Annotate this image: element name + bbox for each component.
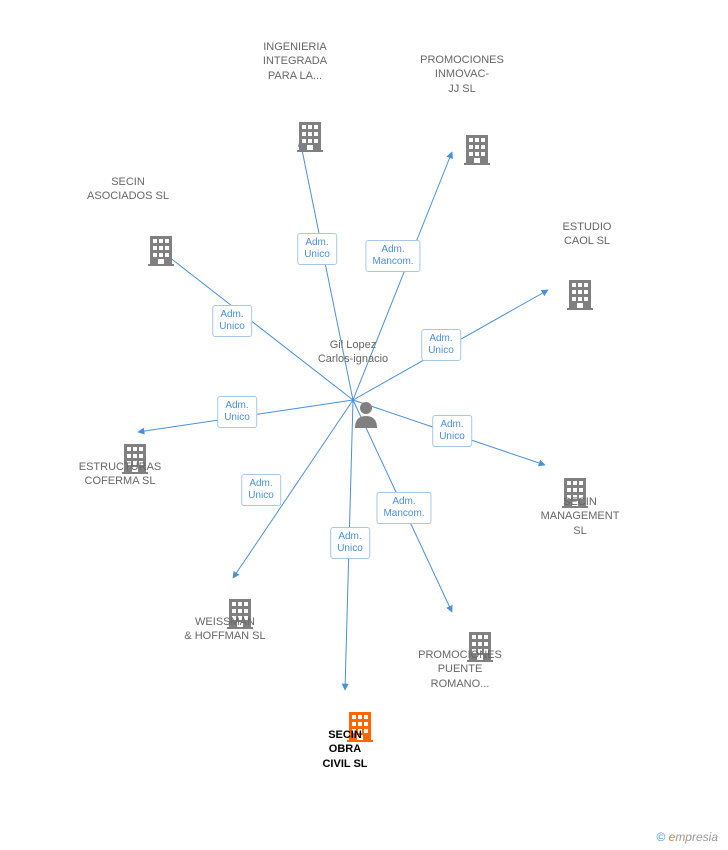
copyright-symbol: © bbox=[656, 830, 665, 844]
company-label: INGENIERIAINTEGRADAPARA LA... bbox=[245, 40, 345, 83]
building-icon bbox=[295, 120, 325, 152]
edge-line bbox=[160, 250, 353, 400]
company-label: PROMOCIONESPUENTEROMANO... bbox=[410, 648, 510, 691]
company-label: ESTUDIOCAOL SL bbox=[537, 220, 637, 249]
edge-label: Adm.Unico bbox=[421, 329, 461, 361]
company-label: PROMOCIONESINMOVAC-JJ SL bbox=[412, 53, 512, 96]
brand-name: mpresia bbox=[675, 830, 718, 844]
company-label: ESTRUCTURASCOFERMA SL bbox=[70, 460, 170, 489]
edge-label: Adm.Unico bbox=[212, 305, 252, 337]
person-icon bbox=[353, 400, 379, 428]
company-label: SECINASOCIADOS SL bbox=[78, 175, 178, 204]
company-label: WEISSMAN& HOFFMAN SL bbox=[175, 615, 275, 644]
company-label: SECINOBRACIVIL SL bbox=[295, 728, 395, 771]
building-icon bbox=[146, 234, 176, 266]
edge-label: Adm.Unico bbox=[330, 527, 370, 559]
company-label: SECINMANAGEMENTSL bbox=[530, 495, 630, 538]
building-icon bbox=[462, 133, 492, 165]
edge-label: Adm.Unico bbox=[432, 415, 472, 447]
edge-label: Adm.Mancom. bbox=[365, 240, 420, 272]
edge-label: Adm.Unico bbox=[241, 474, 281, 506]
edge-label: Adm.Unico bbox=[297, 233, 337, 265]
center-label: Gil Lopez Carlos-ignacio bbox=[313, 338, 393, 367]
building-icon bbox=[565, 278, 595, 310]
edge-label: Adm.Unico bbox=[217, 396, 257, 428]
edge-label: Adm.Mancom. bbox=[376, 492, 431, 524]
footer-copyright: © empresia bbox=[656, 830, 718, 844]
